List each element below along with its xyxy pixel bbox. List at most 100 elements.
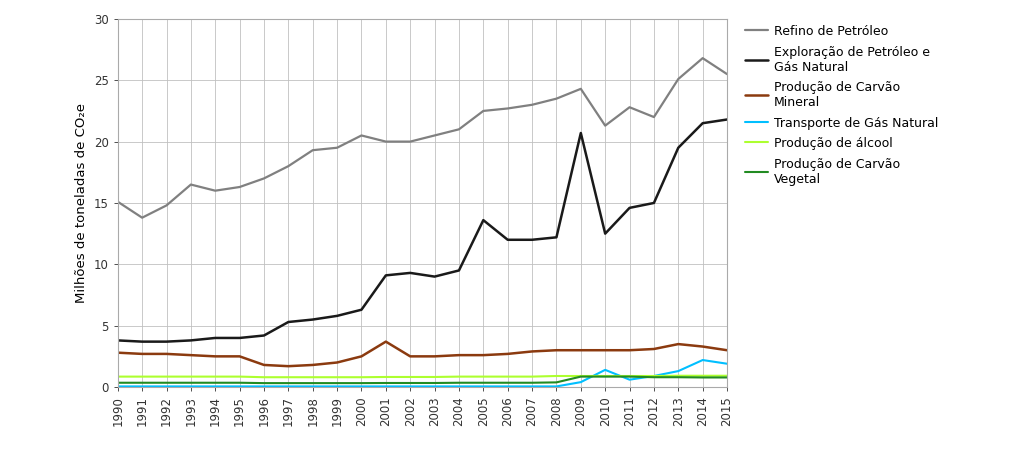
Exploração de Petróleo e
Gás Natural bbox=[624, 205, 636, 211]
Produção de Carvão
Mineral bbox=[136, 351, 148, 357]
Exploração de Petróleo e
Gás Natural bbox=[502, 237, 514, 243]
Exploração de Petróleo e
Gás Natural bbox=[258, 333, 270, 338]
Produção de Carvão
Mineral bbox=[648, 346, 660, 352]
Produção de Carvão
Vegetal bbox=[233, 380, 246, 386]
Produção de Carvão
Mineral bbox=[283, 363, 295, 369]
Produção de Carvão
Vegetal bbox=[624, 374, 636, 379]
Produção de Carvão
Mineral bbox=[380, 339, 392, 345]
Produção de álcool bbox=[648, 373, 660, 379]
Legend: Refino de Petróleo, Exploração de Petróleo e
Gás Natural, Produção de Carvão
Min: Refino de Petróleo, Exploração de Petról… bbox=[745, 25, 939, 185]
Produção de álcool bbox=[355, 374, 368, 380]
Produção de álcool bbox=[161, 374, 173, 379]
Refino de Petróleo bbox=[550, 96, 562, 101]
Refino de Petróleo bbox=[477, 108, 489, 114]
Produção de Carvão
Mineral bbox=[355, 354, 368, 359]
Transporte de Gás Natural bbox=[161, 384, 173, 389]
Produção de Carvão
Vegetal bbox=[209, 380, 221, 386]
Produção de Carvão
Mineral bbox=[331, 360, 343, 365]
Line: Exploração de Petróleo e
Gás Natural: Exploração de Petróleo e Gás Natural bbox=[118, 119, 727, 342]
Exploração de Petróleo e
Gás Natural bbox=[161, 339, 173, 345]
Produção de Carvão
Vegetal bbox=[672, 374, 684, 380]
Transporte de Gás Natural bbox=[696, 357, 709, 363]
Produção de álcool bbox=[306, 374, 318, 380]
Refino de Petróleo bbox=[258, 176, 270, 181]
Refino de Petróleo bbox=[404, 139, 417, 144]
Produção de Carvão
Mineral bbox=[161, 351, 173, 357]
Refino de Petróleo bbox=[331, 145, 343, 151]
Produção de Carvão
Vegetal bbox=[599, 374, 611, 379]
Transporte de Gás Natural bbox=[428, 384, 440, 389]
Refino de Petróleo bbox=[355, 133, 368, 138]
Produção de Carvão
Vegetal bbox=[550, 379, 562, 385]
Produção de Carvão
Mineral bbox=[550, 347, 562, 353]
Transporte de Gás Natural bbox=[526, 384, 539, 389]
Produção de Carvão
Mineral bbox=[696, 344, 709, 349]
Transporte de Gás Natural bbox=[477, 384, 489, 389]
Produção de Carvão
Mineral bbox=[404, 354, 417, 359]
Transporte de Gás Natural bbox=[550, 384, 562, 389]
Produção de Carvão
Mineral bbox=[233, 354, 246, 359]
Produção de Carvão
Mineral bbox=[672, 341, 684, 347]
Exploração de Petróleo e
Gás Natural bbox=[380, 272, 392, 278]
Refino de Petróleo bbox=[721, 71, 733, 77]
Line: Transporte de Gás Natural: Transporte de Gás Natural bbox=[118, 360, 727, 387]
Refino de Petróleo bbox=[526, 102, 539, 108]
Produção de álcool bbox=[721, 373, 733, 379]
Refino de Petróleo bbox=[574, 86, 587, 92]
Produção de álcool bbox=[331, 374, 343, 380]
Produção de Carvão
Vegetal bbox=[721, 375, 733, 380]
Refino de Petróleo bbox=[112, 199, 124, 204]
Refino de Petróleo bbox=[283, 163, 295, 169]
Exploração de Petróleo e
Gás Natural bbox=[526, 237, 539, 243]
Produção de Carvão
Mineral bbox=[209, 354, 221, 359]
Produção de Carvão
Vegetal bbox=[184, 380, 197, 386]
Transporte de Gás Natural bbox=[136, 384, 148, 389]
Refino de Petróleo bbox=[136, 215, 148, 220]
Refino de Petróleo bbox=[696, 55, 709, 61]
Produção de álcool bbox=[233, 374, 246, 379]
Exploração de Petróleo e
Gás Natural bbox=[112, 337, 124, 343]
Exploração de Petróleo e
Gás Natural bbox=[477, 217, 489, 223]
Exploração de Petróleo e
Gás Natural bbox=[550, 235, 562, 240]
Produção de Carvão
Vegetal bbox=[648, 374, 660, 380]
Exploração de Petróleo e
Gás Natural bbox=[574, 130, 587, 136]
Produção de álcool bbox=[502, 374, 514, 379]
Produção de álcool bbox=[624, 373, 636, 379]
Exploração de Petróleo e
Gás Natural bbox=[355, 307, 368, 312]
Produção de Carvão
Vegetal bbox=[574, 374, 587, 379]
Transporte de Gás Natural bbox=[209, 384, 221, 389]
Transporte de Gás Natural bbox=[721, 361, 733, 367]
Produção de Carvão
Vegetal bbox=[404, 380, 417, 386]
Refino de Petróleo bbox=[233, 184, 246, 190]
Exploração de Petróleo e
Gás Natural bbox=[233, 335, 246, 341]
Produção de Carvão
Vegetal bbox=[380, 380, 392, 386]
Refino de Petróleo bbox=[648, 114, 660, 120]
Transporte de Gás Natural bbox=[502, 384, 514, 389]
Line: Produção de álcool: Produção de álcool bbox=[118, 376, 727, 377]
Produção de Carvão
Vegetal bbox=[696, 375, 709, 380]
Produção de Carvão
Vegetal bbox=[502, 380, 514, 386]
Refino de Petróleo bbox=[209, 188, 221, 194]
Produção de álcool bbox=[209, 374, 221, 379]
Refino de Petróleo bbox=[624, 104, 636, 110]
Produção de Carvão
Vegetal bbox=[161, 380, 173, 386]
Produção de Carvão
Mineral bbox=[502, 351, 514, 357]
Produção de Carvão
Vegetal bbox=[258, 380, 270, 386]
Produção de álcool bbox=[526, 374, 539, 379]
Refino de Petróleo bbox=[161, 202, 173, 208]
Transporte de Gás Natural bbox=[624, 377, 636, 382]
Exploração de Petróleo e
Gás Natural bbox=[672, 145, 684, 151]
Transporte de Gás Natural bbox=[283, 384, 295, 389]
Produção de álcool bbox=[184, 374, 197, 379]
Produção de álcool bbox=[696, 373, 709, 379]
Refino de Petróleo bbox=[184, 182, 197, 187]
Exploração de Petróleo e
Gás Natural bbox=[428, 274, 440, 279]
Produção de Carvão
Mineral bbox=[574, 347, 587, 353]
Produção de Carvão
Mineral bbox=[624, 347, 636, 353]
Transporte de Gás Natural bbox=[380, 384, 392, 389]
Produção de álcool bbox=[453, 374, 465, 379]
Exploração de Petróleo e
Gás Natural bbox=[209, 335, 221, 341]
Refino de Petróleo bbox=[599, 123, 611, 128]
Produção de Carvão
Mineral bbox=[184, 352, 197, 358]
Produção de álcool bbox=[112, 374, 124, 379]
